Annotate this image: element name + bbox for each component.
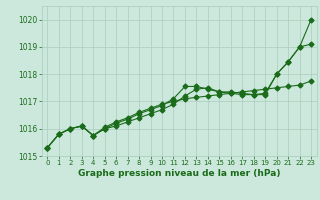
X-axis label: Graphe pression niveau de la mer (hPa): Graphe pression niveau de la mer (hPa) (78, 169, 280, 178)
